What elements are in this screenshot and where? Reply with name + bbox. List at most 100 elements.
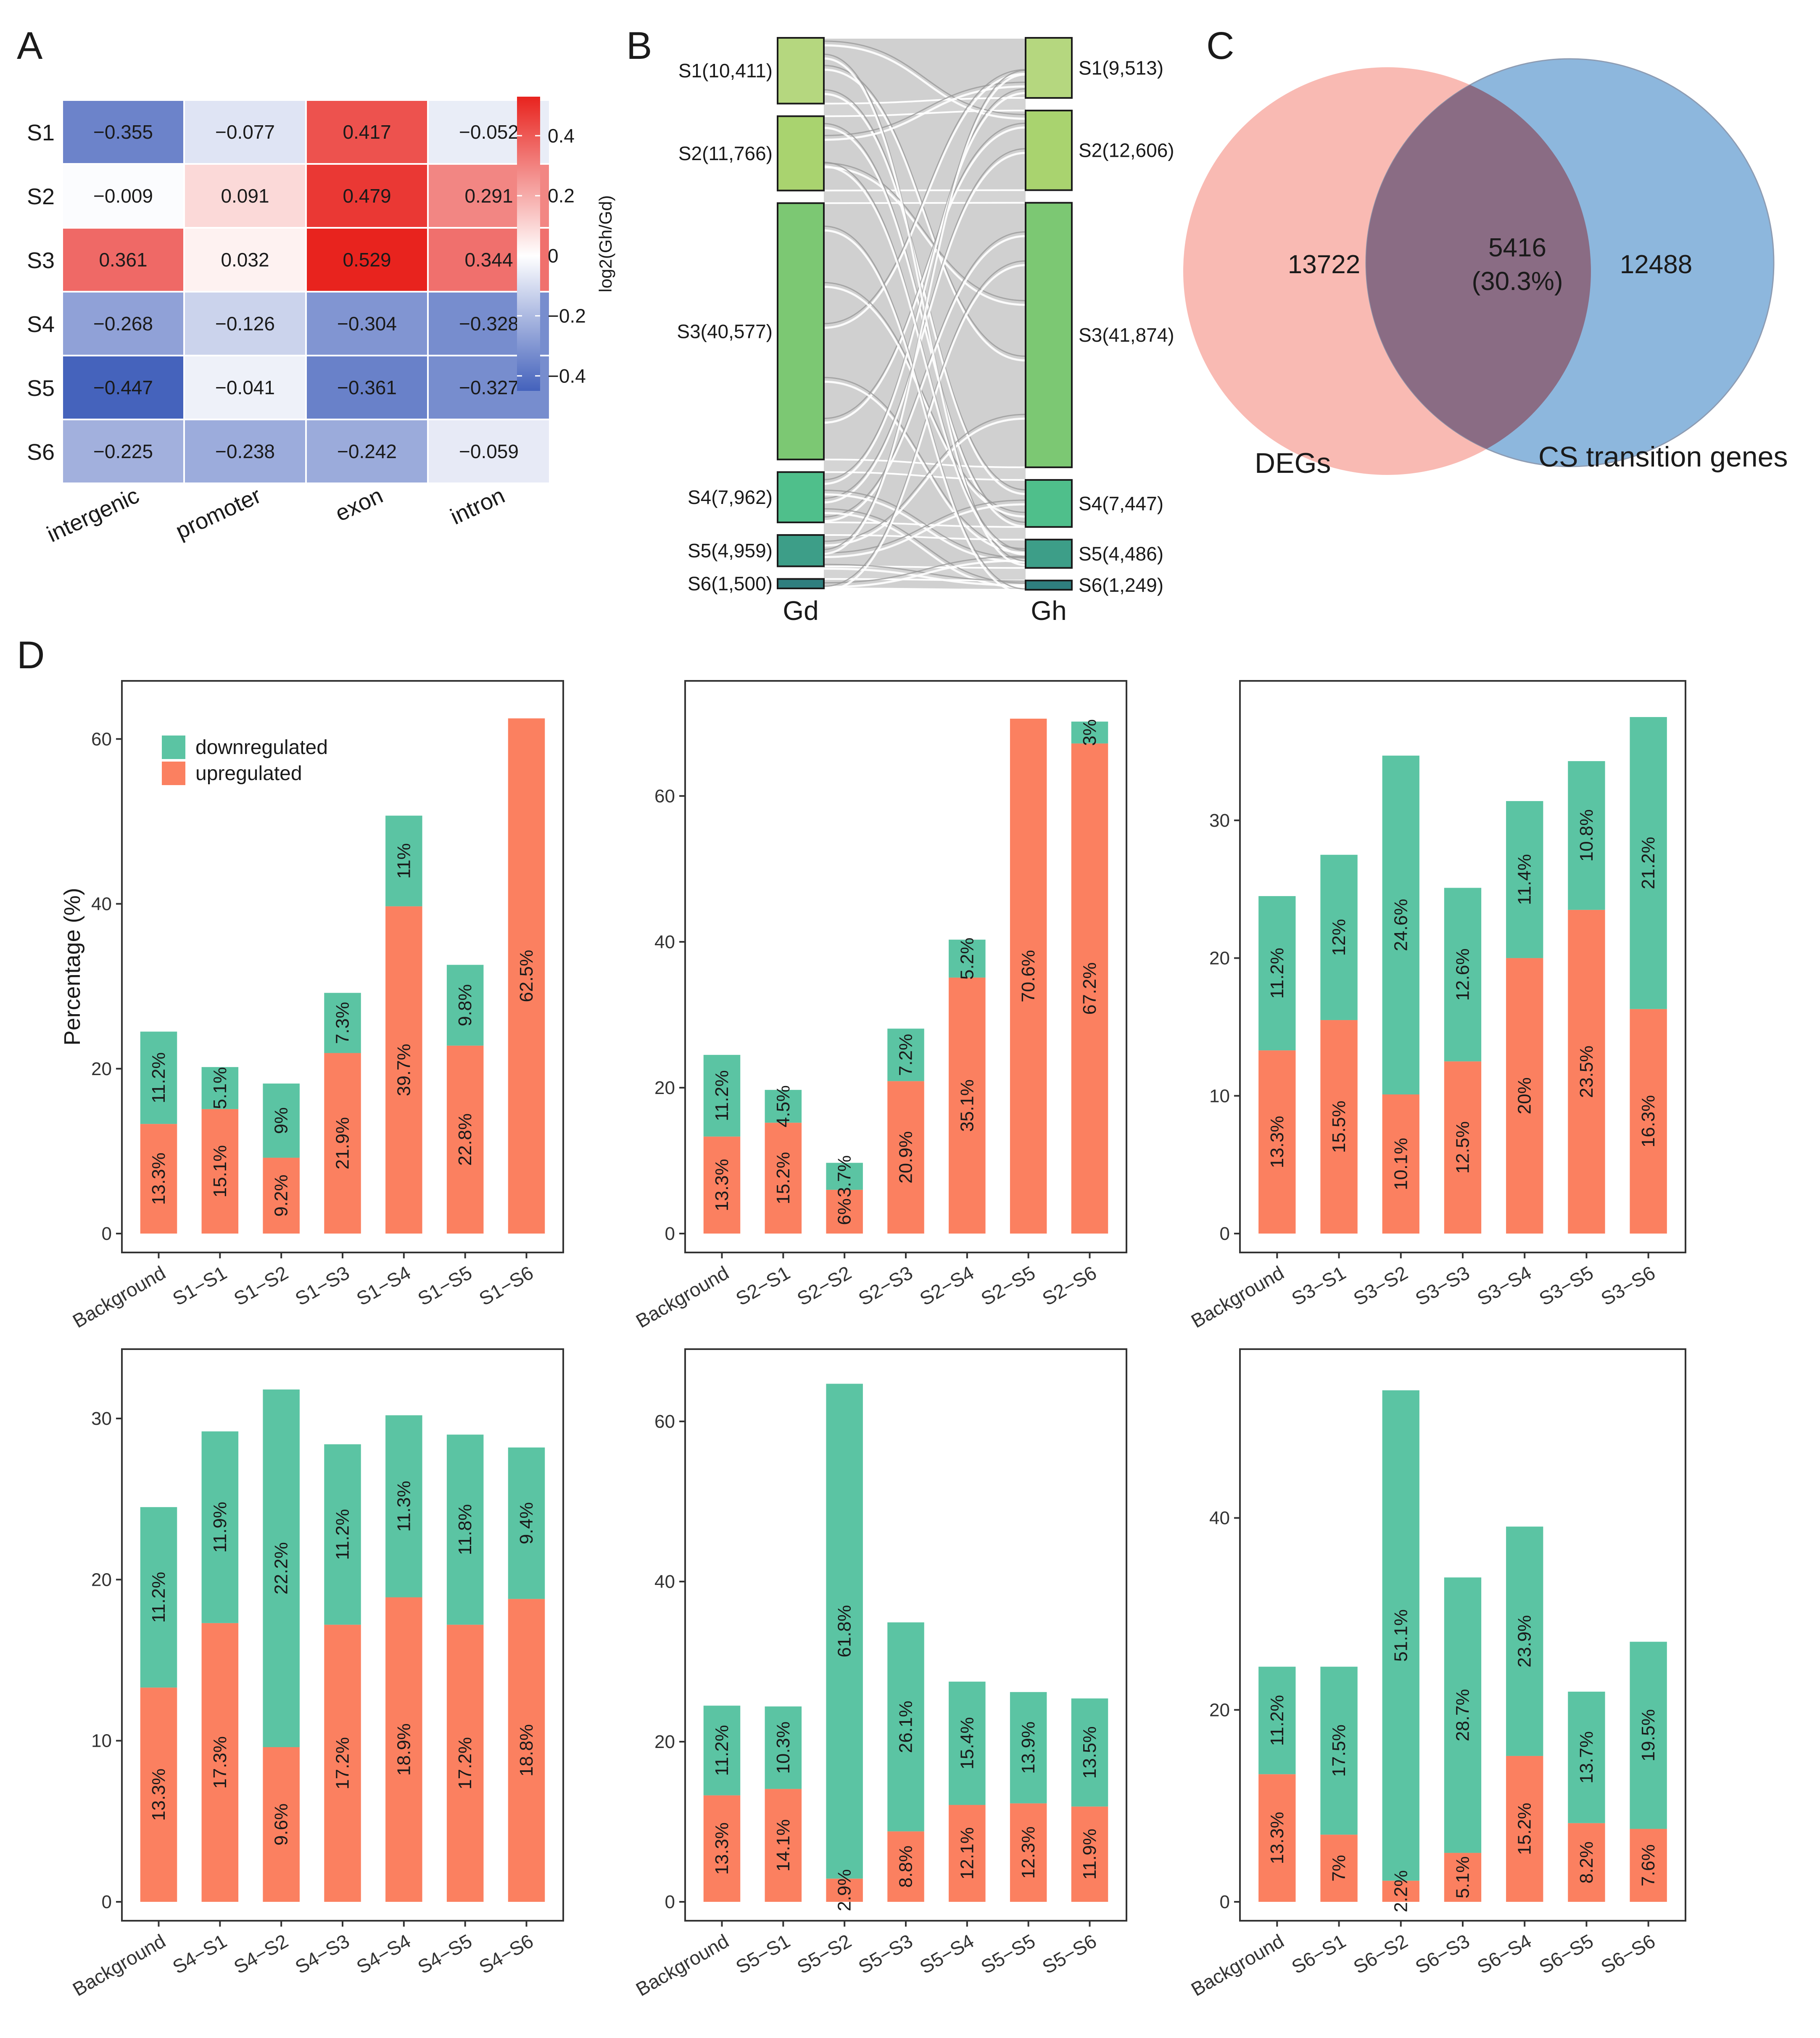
heatmap-cell-value: −0.268 [93, 313, 153, 335]
bar-x-tick-label: Background [632, 1930, 733, 2001]
bar-up-label: 9.6% [271, 1803, 292, 1846]
bar-down-label: 11.2% [332, 1509, 353, 1560]
heatmap-cell [185, 420, 305, 482]
bar-down-label: 12.6% [1453, 949, 1473, 1001]
bar-subplot: 0 20 40 60 13.3% 11.2% Background 15.2% 4.5% S2−S… [632, 680, 1127, 1332]
heatmap-row-label: S5 [27, 376, 55, 401]
bar-down-label: 11.9% [210, 1502, 230, 1553]
sankey-flow-gap [823, 559, 1026, 588]
bar-down-label: 11.2% [712, 1070, 732, 1121]
heatmap-cell-value: −0.355 [93, 121, 153, 143]
sankey-flow-transition [823, 489, 1026, 559]
bar-downregulated [826, 1163, 863, 1190]
bar-x-tick-label: S3−S5 [1535, 1262, 1597, 1310]
venn-degs-only-count: 13722 [1288, 250, 1360, 279]
bar-down-label: 61.8% [834, 1605, 855, 1658]
bar-down-label: 15.4% [957, 1717, 977, 1769]
sankey-node-right [1025, 109, 1073, 191]
heatmap-legend-bar [517, 97, 540, 391]
bar-upregulated [765, 1789, 802, 1902]
bar-up-label: 20% [1514, 1077, 1535, 1114]
sankey-flow-transition [823, 414, 1026, 542]
bar-upregulated [1444, 1853, 1482, 1902]
bar-downregulated [887, 1028, 924, 1081]
bar-x-tick-label: S4−S5 [414, 1930, 476, 1978]
bar-down-label: 10.8% [1576, 809, 1597, 862]
venn-overlap-percent: (30.3%) [1472, 267, 1563, 296]
sankey-flow-gap [823, 235, 1026, 522]
bar-down-label: 9.4% [516, 1502, 537, 1544]
sankey-flow-gap [823, 503, 1026, 558]
sankey-node-right [1025, 538, 1073, 569]
bar-downregulated [1568, 1691, 1605, 1823]
sankey-flow-gap [823, 85, 1026, 141]
bar-upregulated [140, 1124, 177, 1234]
bar-x-tick-label: S6−S3 [1411, 1930, 1473, 1978]
bar-down-label: 13.9% [1018, 1722, 1039, 1774]
bar-upregulated [446, 1624, 484, 1902]
bar-downregulated [1258, 896, 1296, 1051]
bar-up-label: 21.9% [332, 1117, 353, 1170]
bar-down-label: 26.1% [896, 1701, 916, 1753]
bar-x-tick-label: S6−S5 [1535, 1930, 1597, 1978]
bar-downregulated [446, 1434, 484, 1625]
bar-downregulated [140, 1031, 177, 1124]
bar-upregulated [385, 1597, 422, 1902]
bar-y-tick-label: 0 [1220, 1223, 1230, 1244]
bar-y-tick-label: 10 [91, 1731, 112, 1751]
bar-down-label: 5.1% [210, 1067, 230, 1109]
heatmap-cell [63, 165, 183, 227]
bar-down-label: 11.8% [455, 1504, 475, 1556]
sankey-node-right [1025, 580, 1073, 591]
sankey-flow-gap [823, 165, 1026, 556]
bar-x-tick-label: S3−S1 [1288, 1262, 1350, 1310]
sankey-flow-transition [823, 231, 1026, 518]
sankey-flow-transition [823, 162, 1026, 301]
bar-up-label: 39.7% [393, 1044, 414, 1096]
heatmap-cell-value: −0.225 [93, 440, 153, 462]
bar-downregulated [1444, 1577, 1482, 1853]
bar-x-tick-label: S4−S1 [169, 1930, 231, 1978]
bar-down-label: 11.2% [148, 1572, 169, 1623]
bar-down-label: 28.7% [1453, 1689, 1473, 1741]
sankey-flow-transition [823, 65, 1026, 357]
heatmap-cell-value: −0.242 [337, 440, 397, 462]
bar-legend-label: downregulated [195, 736, 328, 759]
heatmap-cell [307, 356, 427, 419]
heatmap-cell-value: −0.041 [215, 377, 275, 398]
bar-up-label: 17.2% [455, 1737, 475, 1790]
bar-downregulated [1258, 1666, 1296, 1774]
bar-downregulated [887, 1622, 924, 1832]
bar-x-tick-label: Background [632, 1262, 733, 1332]
bar-up-label: 13.3% [1267, 1116, 1287, 1168]
bar-x-tick-label: S5−S2 [793, 1930, 855, 1978]
heatmap-cell [185, 293, 305, 355]
bar-x-tick-label: S4−S2 [230, 1930, 292, 1978]
bar-upregulated [1010, 1803, 1047, 1902]
heatmap-cell-value: −0.009 [93, 185, 153, 207]
bar-x-tick-label: S1−S6 [475, 1262, 537, 1310]
heatmap-legend-tick-label: −0.4 [548, 365, 586, 387]
bar-legend-swatch [162, 762, 185, 785]
bar-x-tick-label: S5−S1 [732, 1930, 794, 1978]
bar-downregulated [1630, 1642, 1667, 1829]
bar-upregulated [1382, 1880, 1419, 1902]
bar-y-tick-label: 10 [1209, 1086, 1230, 1106]
bar-x-tick-label: S6−S4 [1473, 1930, 1535, 1978]
bar-up-label: 18.8% [516, 1724, 537, 1777]
bar-downregulated [263, 1389, 300, 1747]
sankey-flow-transition [823, 82, 1026, 136]
bar-y-tick-label: 20 [91, 1569, 112, 1590]
bar-x-tick-label: S1−S5 [414, 1262, 476, 1310]
sankey-flow-gap [823, 264, 1026, 592]
bar-up-label: 35.1% [957, 1079, 977, 1132]
bar-downregulated [703, 1055, 741, 1137]
bar-downregulated [703, 1706, 741, 1795]
venn-overlap [1366, 67, 1591, 467]
sankey-flow-gap [823, 126, 1026, 424]
bar-upregulated [324, 1053, 361, 1234]
bar-upregulated [887, 1831, 924, 1902]
bar-x-tick-label: Background [69, 1262, 169, 1332]
heatmap-col-label: exon [332, 482, 387, 526]
